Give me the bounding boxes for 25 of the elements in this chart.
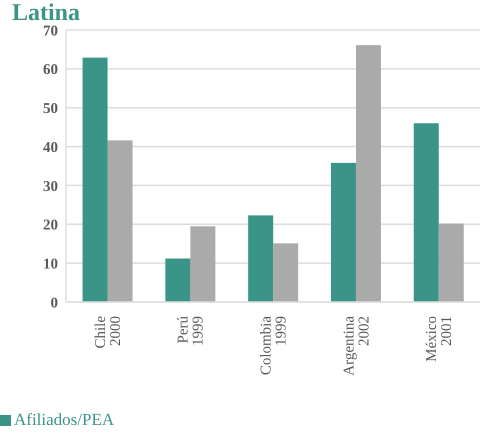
bar [438, 224, 464, 302]
bar [273, 243, 298, 302]
x-tick-label: México 2001 [424, 316, 456, 362]
legend-label: Afiliados/PEA [13, 410, 114, 430]
chart-title: Latina [12, 0, 80, 26]
y-tick-label: 50 [43, 101, 58, 118]
bar [82, 58, 108, 302]
y-tick-label: 20 [43, 218, 58, 234]
bar [108, 140, 133, 302]
x-tick-label: Perú 1999 [176, 316, 207, 346]
x-tick-label: Chile 2000 [92, 316, 124, 348]
bar [248, 215, 274, 302]
x-tick-label: Colombia 1999 [258, 316, 290, 376]
x-tick-label: Argentina 2002 [341, 316, 372, 376]
bar [414, 123, 439, 302]
y-tick-label: 10 [43, 256, 58, 272]
bar [165, 258, 190, 302]
bar [356, 45, 381, 302]
bar [330, 162, 356, 302]
y-tick-label: 60 [43, 62, 58, 78]
y-tick-label: 0 [50, 295, 58, 312]
y-tick-label: 40 [43, 140, 58, 156]
y-tick-label: 70 [43, 23, 58, 40]
y-tick-label: 30 [43, 178, 58, 195]
bar [190, 226, 216, 302]
